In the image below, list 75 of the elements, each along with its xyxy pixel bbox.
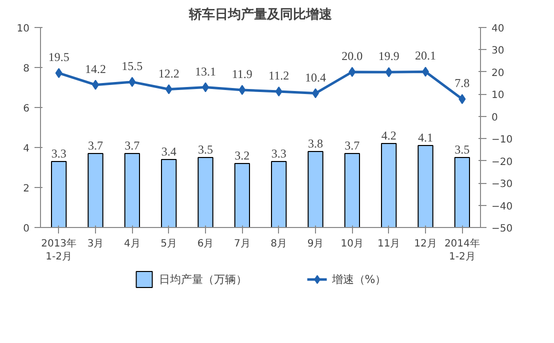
y-tick-label: 6 <box>23 104 30 114</box>
bar <box>381 143 397 228</box>
y-tick-label: 4 <box>23 144 30 154</box>
x-tick-label: 5月 <box>160 238 178 250</box>
data-label: 3.7 <box>124 138 140 152</box>
y-tick-label: 8 <box>23 64 30 74</box>
data-label: 3.5 <box>454 142 470 156</box>
y-tick-label: 0 <box>23 224 30 234</box>
data-label: 4.2 <box>381 128 396 142</box>
data-label: 3.4 <box>161 144 176 158</box>
x-tick-label: 2013年 1-2月 <box>41 238 77 263</box>
x-tick-label: 7月 <box>234 238 250 250</box>
data-label: 20.0 <box>342 48 363 63</box>
bar <box>271 161 287 228</box>
data-label: 3.5 <box>198 142 213 156</box>
bar <box>308 151 324 228</box>
data-label: 3.3 <box>271 146 286 160</box>
point <box>128 76 136 87</box>
data-label: 15.5 <box>122 58 143 73</box>
legend-label: 日均产量（万辆） <box>158 272 247 286</box>
x-tick-label: 8月 <box>270 238 288 250</box>
bar <box>418 145 434 228</box>
point <box>385 67 392 78</box>
y2-tick-label: −10 <box>492 134 513 146</box>
data-label: 11.2 <box>268 68 290 82</box>
y-tick-label: 10 <box>16 24 30 34</box>
x-tick-label: 6月 <box>197 238 214 250</box>
data-label: 19.9 <box>378 49 400 64</box>
data-label: 14.2 <box>85 62 106 76</box>
point <box>348 66 356 77</box>
x-tick-label: 10月 <box>340 238 364 250</box>
data-label: 20.1 <box>415 48 436 63</box>
y2-tick-label: 0 <box>492 112 498 124</box>
point <box>458 94 466 104</box>
point <box>238 84 246 95</box>
y2-tick-label: −40 <box>492 201 513 212</box>
y2-tick-label: 20 <box>492 68 504 79</box>
data-label: 3.7 <box>88 138 103 152</box>
data-label: 10.4 <box>305 70 326 84</box>
y2-tick-label: 40 <box>492 24 504 34</box>
data-label: 11.9 <box>232 66 252 81</box>
chart-title: 轿车日均产量及同比增速 <box>188 6 333 22</box>
bar <box>124 153 140 228</box>
bar <box>88 153 104 228</box>
y2-tick-label: 30 <box>492 46 504 57</box>
x-tick-label: 4月 <box>124 238 140 250</box>
data-label: 13.1 <box>195 64 216 78</box>
bar <box>198 157 214 228</box>
legend-label: 增速（%） <box>332 272 386 286</box>
point <box>165 84 172 94</box>
x-tick-label: 12月 <box>414 238 437 250</box>
point <box>55 68 62 78</box>
data-label: 3.2 <box>234 148 250 162</box>
data-label: 3.8 <box>308 136 323 150</box>
x-tick-label: 3月 <box>87 238 104 250</box>
data-label: 4.1 <box>418 130 433 144</box>
x-tick-label: 2014年 1-2月 <box>444 238 480 263</box>
y2-tick-label: −20 <box>492 156 513 168</box>
point <box>275 86 282 96</box>
y-tick-label: 2 <box>23 184 30 194</box>
data-label: 3.3 <box>51 146 66 160</box>
data-label: 7.8 <box>454 76 470 90</box>
data-label: 19.5 <box>48 50 70 64</box>
bar <box>51 161 67 228</box>
data-label: 12.2 <box>158 66 180 80</box>
y2-tick-label: −50 <box>492 224 513 234</box>
bar <box>454 157 470 228</box>
x-tick-label: 11月 <box>377 238 400 250</box>
x-tick-label: 9月 <box>307 238 324 250</box>
bar <box>234 163 250 228</box>
data-label: 3.7 <box>344 138 360 152</box>
y2-tick-label: 10 <box>492 90 504 102</box>
y2-tick-label: −30 <box>492 179 513 190</box>
bar <box>161 159 177 228</box>
bar <box>344 153 360 228</box>
